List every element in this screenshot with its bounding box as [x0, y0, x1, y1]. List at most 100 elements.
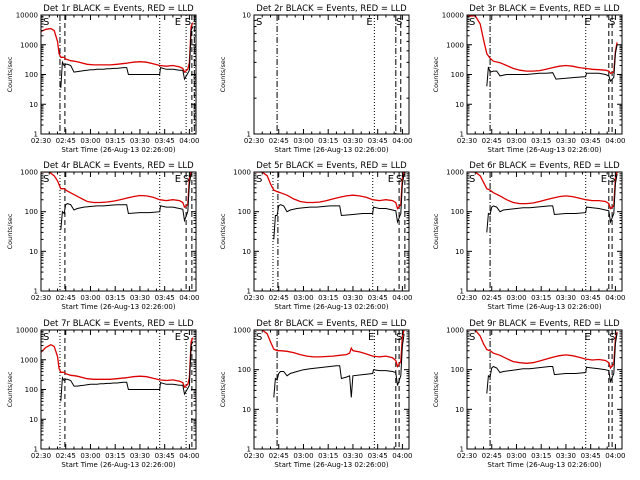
- y-tick-label: 1000: [446, 41, 464, 49]
- x-tick-label: 02:45: [56, 452, 76, 460]
- start-marker: S: [609, 174, 615, 185]
- panel-title: Det 8r BLACK = Events, RED = LLD: [256, 319, 407, 329]
- start-marker: S: [43, 17, 49, 28]
- y-axis-label: Counts/sec: [219, 56, 227, 92]
- start-marker: S: [183, 174, 189, 185]
- detector-panel: Det 8r BLACK = Events, RED = LLD Counts/s…: [219, 319, 412, 469]
- plot-frame: [253, 171, 410, 292]
- x-tick-label: 03:45: [368, 294, 388, 302]
- x-tick-label: 03:15: [531, 137, 551, 145]
- x-tick-label: 02:45: [269, 137, 289, 145]
- events-series-line: [486, 44, 618, 87]
- y-tick-label: 10000: [442, 12, 464, 20]
- x-axis-label: Start Time (26-Aug-13 02:26:00): [487, 461, 601, 469]
- detector-panel: Det 4r BLACK = Events, RED = LLD Counts/s…: [6, 161, 199, 311]
- x-tick-label: 03:45: [581, 294, 601, 302]
- plot-frame: [253, 14, 410, 135]
- end-marker: E: [601, 174, 607, 185]
- y-tick-label: 1000: [233, 327, 251, 335]
- x-tick-label: 03:45: [368, 452, 388, 460]
- y-tick-label: 1: [34, 446, 38, 454]
- x-tick-label: 03:00: [80, 452, 100, 460]
- start-marker: S: [609, 17, 615, 28]
- x-tick-label: 03:15: [318, 294, 338, 302]
- x-axis-label: Start Time (26-Aug-13 02:26:00): [274, 461, 388, 469]
- y-tick-label: 10: [455, 406, 464, 414]
- panel-title: Det 9r BLACK = Events, RED = LLD: [469, 319, 620, 329]
- start-marker: S: [256, 174, 262, 185]
- detector-panel: Det 7r BLACK = Events, RED = LLD Counts/s…: [6, 319, 199, 469]
- x-tick-label: 03:00: [80, 294, 100, 302]
- events-series-line: [60, 26, 194, 89]
- lld-series-line: [41, 337, 194, 389]
- end-marker: E: [584, 332, 590, 343]
- start-marker: S: [43, 332, 49, 343]
- start-marker: S: [396, 174, 402, 185]
- x-tick-label: 04:00: [179, 137, 199, 145]
- plot-frame: [40, 329, 197, 450]
- y-tick-label: 100: [25, 208, 38, 216]
- x-tick-label: 03:45: [368, 137, 388, 145]
- y-axis-label: Counts/sec: [432, 56, 440, 92]
- x-tick-label: 03:15: [318, 137, 338, 145]
- end-marker: E: [368, 332, 374, 343]
- x-tick-label: 02:45: [269, 452, 289, 460]
- y-tick-label: 1000: [233, 169, 251, 177]
- y-axis-label: Counts/sec: [6, 371, 14, 407]
- lld-series-line: [254, 330, 405, 369]
- lld-series-line: [467, 172, 618, 210]
- panel-title: Det 5r BLACK = Events, RED = LLD: [256, 161, 407, 171]
- y-axis-label: Counts/sec: [219, 371, 227, 407]
- panel-title: Det 1r BLACK = Events, RED = LLD: [43, 4, 194, 14]
- start-marker: S: [609, 332, 615, 343]
- x-axis-label: Start Time (26-Aug-13 02:26:00): [61, 146, 175, 154]
- x-tick-label: 03:30: [130, 294, 150, 302]
- x-tick-label: 03:00: [293, 452, 313, 460]
- y-tick-label: 1000: [446, 169, 464, 177]
- x-tick-label: 03:15: [318, 452, 338, 460]
- y-tick-label: 100: [25, 386, 38, 394]
- detector-panel: Det 1r BLACK = Events, RED = LLD Counts/s…: [6, 4, 199, 154]
- events-series-line: [273, 333, 405, 398]
- y-tick-label: 1: [247, 446, 251, 454]
- y-tick-label: 1: [247, 288, 251, 296]
- x-axis-label: Start Time (26-Aug-13 02:26:00): [487, 303, 601, 311]
- x-tick-label: 04:00: [605, 137, 625, 145]
- events-series-line: [486, 332, 618, 394]
- x-tick-label: 04:00: [179, 452, 199, 460]
- plot-frame: [253, 329, 410, 450]
- y-tick-label: 100: [238, 208, 251, 216]
- end-marker: E: [175, 332, 181, 343]
- y-axis-label: Counts/sec: [6, 56, 14, 92]
- y-tick-label: 10000: [16, 12, 38, 20]
- x-tick-label: 02:45: [56, 137, 76, 145]
- x-tick-label: 03:00: [506, 294, 526, 302]
- detector-panel: Det 2r BLACK = Events, RED = LLD Counts/s…: [219, 4, 412, 154]
- x-tick-label: 03:30: [343, 137, 363, 145]
- x-axis-label: Start Time (26-Aug-13 02:26:00): [61, 303, 175, 311]
- y-tick-label: 10: [242, 12, 251, 20]
- x-tick-label: 04:00: [392, 294, 412, 302]
- end-marker: E: [366, 17, 372, 28]
- x-tick-label: 03:45: [581, 452, 601, 460]
- y-tick-label: 10000: [16, 327, 38, 335]
- x-tick-label: 03:30: [343, 452, 363, 460]
- x-tick-label: 03:15: [531, 452, 551, 460]
- y-tick-label: 10: [29, 248, 38, 256]
- x-tick-label: 02:45: [269, 294, 289, 302]
- start-marker: S: [256, 17, 262, 28]
- x-tick-label: 02:45: [482, 137, 502, 145]
- x-tick-label: 03:30: [343, 294, 363, 302]
- panel-title: Det 4r BLACK = Events, RED = LLD: [43, 161, 194, 171]
- x-tick-label: 02:30: [31, 294, 51, 302]
- y-tick-label: 100: [451, 71, 464, 79]
- x-tick-label: 03:00: [506, 452, 526, 460]
- y-tick-label: 1: [460, 288, 464, 296]
- x-tick-label: 03:45: [581, 137, 601, 145]
- y-axis-label: Counts/sec: [6, 213, 14, 249]
- y-tick-label: 10: [455, 101, 464, 109]
- y-tick-label: 10: [242, 248, 251, 256]
- x-tick-label: 02:30: [244, 294, 264, 302]
- x-tick-label: 03:15: [531, 294, 551, 302]
